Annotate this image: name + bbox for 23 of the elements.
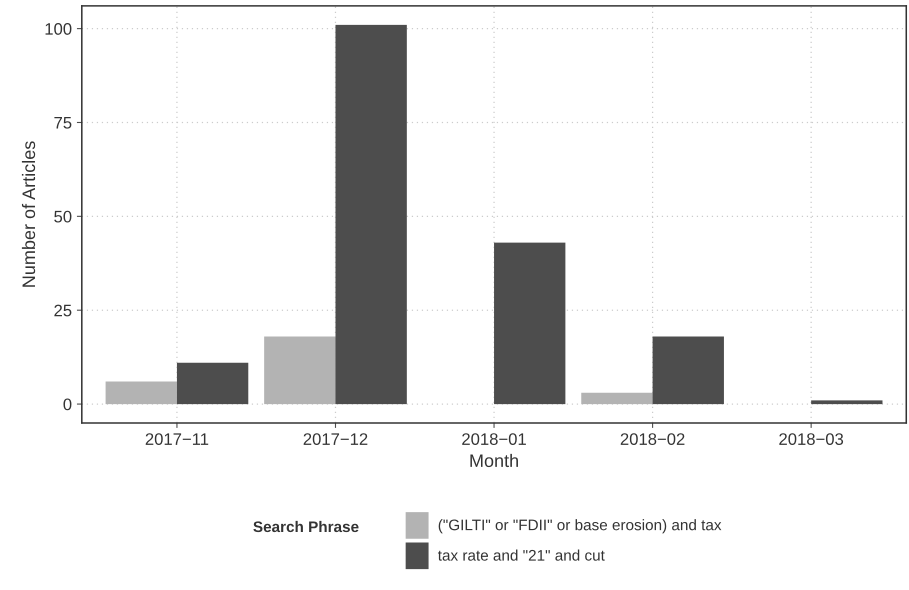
y-tick-label: 25 — [54, 304, 72, 316]
y-tick-label: 100 — [46, 23, 72, 35]
bar — [176, 362, 248, 404]
x-tick-label: 2018−03 — [779, 433, 844, 445]
legend-title: Search Phrase — [253, 520, 359, 532]
x-tick-label: 2017−12 — [304, 433, 368, 445]
bar — [811, 400, 882, 404]
y-axis-title: Number of Articles — [22, 141, 36, 287]
x-tick-label: 2017−11 — [146, 433, 208, 445]
bar — [494, 242, 566, 404]
y-tick-label: 75 — [54, 117, 72, 129]
x-axis-title: Month — [470, 454, 518, 468]
y-tick-label: 50 — [54, 210, 72, 223]
legend-label: tax rate and "21" and cut — [438, 550, 605, 561]
x-tick-label: 2018−02 — [620, 433, 684, 445]
bar — [335, 24, 407, 404]
bar — [264, 336, 336, 404]
legend-label: ("GILTI" or "FDII" or base erosion) and tax — [438, 519, 722, 534]
x-tick-label: 2018−01 — [462, 433, 526, 445]
bar — [106, 382, 177, 404]
bar — [581, 392, 653, 404]
bar — [652, 336, 724, 404]
y-tick-label: 0 — [63, 398, 72, 410]
